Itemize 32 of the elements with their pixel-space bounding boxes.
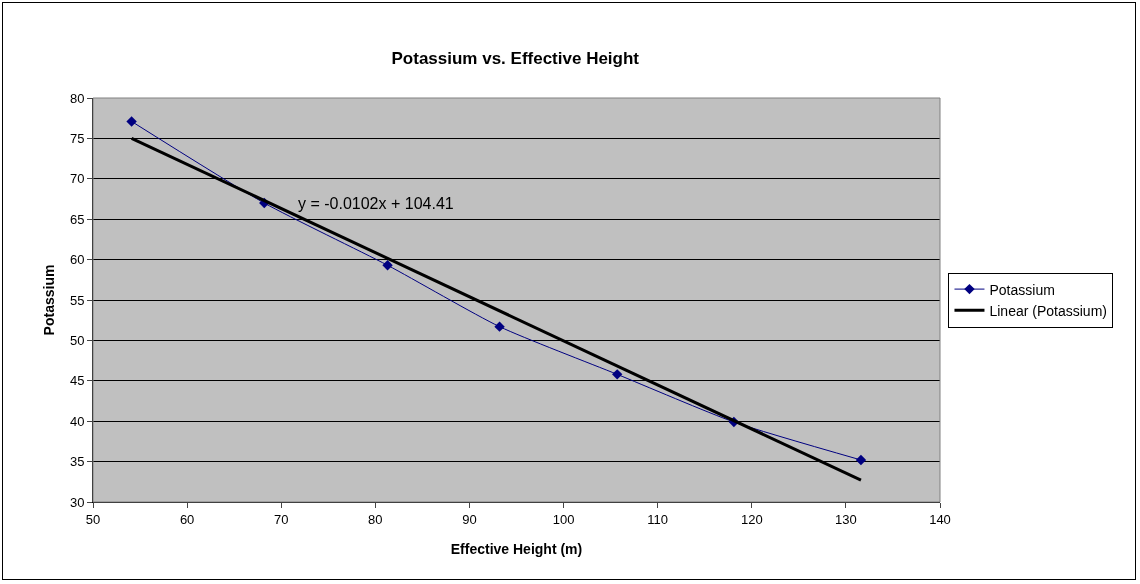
x-tick-label: 50	[85, 511, 101, 527]
y-axis-title: Potassium	[40, 264, 57, 336]
x-axis-title: Effective Height (m)	[450, 540, 583, 557]
point	[382, 260, 393, 271]
x-tick-label: 90	[462, 511, 477, 527]
y-tick-label: 55	[69, 292, 85, 308]
point	[855, 454, 867, 466]
y-tick-label: 35	[69, 454, 85, 470]
y-tick-label: 70	[69, 171, 85, 187]
y-tick-label: 80	[69, 90, 85, 106]
x-tick-label: 80	[368, 511, 383, 527]
annotation: y = -0.0102x + 104.41	[298, 195, 454, 212]
point	[126, 116, 137, 127]
y-tick-label: 45	[69, 373, 85, 389]
x-tick-label: 120	[740, 511, 763, 527]
x-tick-label: 130	[835, 511, 857, 527]
x-tick-label: 140	[929, 511, 951, 527]
y-tick-label: 30	[69, 494, 85, 510]
point	[494, 321, 505, 332]
x-tick-label: 100	[552, 511, 575, 527]
legend-label: Potassium	[989, 281, 1055, 298]
y-tick-label: 50	[69, 332, 85, 348]
y-tick-label: 65	[69, 211, 85, 227]
point	[612, 369, 623, 380]
x-tick-label: 60	[179, 511, 195, 527]
y-tick-label: 75	[69, 130, 85, 146]
chart-title: Potassium vs. Effective Height	[391, 49, 640, 69]
legend-label: Linear (Potassium)	[989, 302, 1107, 319]
y-tick-label: 40	[69, 413, 85, 429]
x-tick-label: 110	[647, 511, 669, 527]
y-tick-label: 60	[69, 252, 85, 268]
x-tick-label: 70	[273, 511, 289, 527]
